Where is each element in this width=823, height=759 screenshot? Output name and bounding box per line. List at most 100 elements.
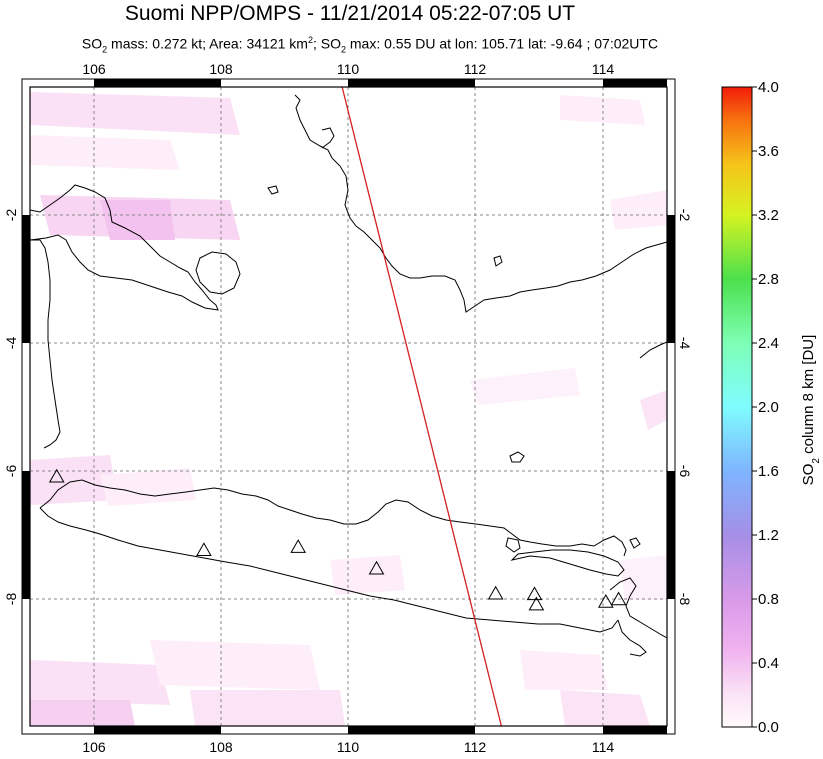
volcano-markers [48,468,627,611]
map-border-checker [22,79,675,734]
colorbar-title: SO2 column 8 km [DU] [800,335,822,486]
so2-swath-pixel [520,650,608,690]
colorbar-tick-label: 2.8 [758,271,779,288]
lon-tick-label-bottom: 112 [464,739,487,755]
coastline-karimunjawa [509,451,525,463]
lon-tick-label-top: 114 [592,61,615,77]
colorbar-title-part: column 8 km [DU] [800,335,817,458]
coastline-java-north [39,479,627,557]
so2-swath-pixel [30,455,118,505]
volcano-triangle-icon [526,586,543,601]
lat-tick-label-right: -6 [677,465,693,478]
so2-swath-pixel [330,555,405,595]
volcano-triangle-icon [368,560,385,575]
volcano-triangle-icon [528,596,545,611]
lat-tick-label-left: -6 [3,465,19,478]
coastline-sulawesi [639,341,667,359]
coastline-belitung [195,251,241,295]
so2-swath-pixel [470,368,580,405]
volcano-triangle-icon [48,468,65,483]
coastline-islet [505,537,521,553]
colorbar-tick-label: 1.6 [758,463,779,480]
coastlines [30,94,667,657]
lat-tick-label-right: -8 [677,593,693,606]
lon-tick-label-bottom: 114 [592,739,615,755]
colorbar-tick-label: 0.8 [758,591,779,608]
so2-swath-pixel [100,468,196,506]
border-segment [22,215,30,343]
lat-tick-label-right: -4 [677,337,693,350]
so2-swath-pixel [30,700,135,726]
lat-tick-label-left: -4 [3,337,19,350]
colorbar-tick-label: 3.6 [758,143,779,160]
border-segment [603,79,667,87]
coastline-bali-south [617,619,647,657]
colorbar-ticks: 4.0 3.6 3.2 2.8 2.4 2.0 1.6 1.2 0.8 0.4 0.0 [752,79,779,736]
colorbar-tick-label: 0.0 [758,719,779,736]
border-segment [348,726,475,734]
lat-lon-grid [30,87,667,726]
coastline-java-south [39,507,619,633]
coastline-bali [609,577,667,639]
colorbar-tick-label: 1.2 [758,527,779,544]
colorbar [721,86,753,728]
coastline-islet [629,537,641,549]
map-title: Suomi NPP/OMPS - 11/21/2014 05:22-07:05 … [124,2,576,25]
coastline-borneo-islet [321,127,335,149]
colorbar-tick-label: 0.4 [758,655,779,672]
coastline-madura [510,549,625,577]
so2-swath-pixel [150,640,320,690]
border-segment [667,471,675,599]
subtitle-part: max: 0.55 DU at lon: 105.71 lat: -9.64 ;… [346,35,659,52]
lon-tick-label-top: 110 [337,61,360,77]
subtitle-part: SO [81,35,103,52]
lon-tick-label-bottom: 106 [82,739,106,755]
so2-swath-pixel [640,390,667,430]
so2-swath-pixel [560,690,650,726]
border-segment [603,726,667,734]
volcano-triangle-icon [196,542,212,557]
border-segment [667,215,675,343]
subtitle-superscript: 2 [307,35,313,45]
map-subtitle: SO2 mass: 0.272 kt; Area: 34121 km2; SO2… [0,35,740,54]
lat-tick-label-right: -2 [677,209,693,222]
lat-tick-label-left: -8 [3,593,19,606]
volcano-triangle-icon [290,539,307,553]
volcano-triangle-icon [487,585,504,600]
lon-tick-label-bottom: 108 [209,739,233,755]
coastline-sumatra-south [30,239,61,449]
colorbar-tick-label: 2.4 [758,335,779,352]
colorbar-title-part: SO [800,464,817,486]
so2-swath-pixel [620,555,667,600]
subtitle-subscript: 2 [340,44,346,55]
coastline-borneo [294,94,667,313]
lon-tick-label-bottom: 110 [337,739,360,755]
so2-swath-pixel [30,660,170,705]
colorbar-tick-label: 3.2 [758,207,779,224]
satellite-orbit-line [341,87,503,726]
so2-swath-pixel [30,92,240,135]
so2-swath-pixel [190,690,345,726]
so2-swath-pixel [100,200,175,240]
subtitle-subscript: 2 [102,44,108,55]
colorbar-tick-label: 4.0 [758,79,779,96]
border-segment [94,79,221,87]
so2-swath-pixel [560,95,645,125]
lon-tick-label-top: 106 [82,61,106,77]
colorbar-title-subscript: 2 [811,458,822,464]
colorbar-tick-label: 2.0 [758,399,779,416]
so2-swath-pixel [30,135,180,170]
subtitle-part: mass: 0.272 kt; Area: 34121 km [107,35,308,52]
lat-tick-label-left: -2 [3,209,19,222]
volcano-triangle-icon [610,591,627,606]
coastline-islet [267,185,279,195]
so2-swath-pixel [610,190,667,230]
border-segment [348,79,475,87]
border-segment [94,726,221,734]
so2-pixels [30,92,667,726]
volcano-triangle-icon [597,594,614,608]
lon-tick-label-top: 112 [464,61,487,77]
subtitle-part: ; SO [312,35,341,52]
coastline-sumatra [30,184,219,311]
